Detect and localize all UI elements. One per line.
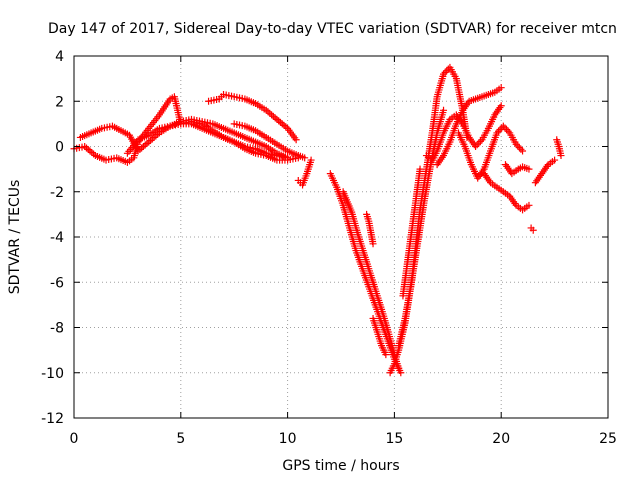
series-track-d (205, 90, 300, 144)
series-track-a (70, 93, 302, 166)
data-point (515, 144, 523, 152)
data-point (473, 141, 481, 149)
data-point (397, 369, 405, 377)
series-track-p (454, 122, 527, 182)
series-track-m (399, 165, 424, 300)
data-point (307, 156, 315, 164)
x-tick-label: 20 (492, 431, 510, 447)
data-point (496, 126, 504, 134)
y-tick-label: -6 (50, 275, 64, 291)
series-track-h (339, 188, 403, 372)
data-point (525, 201, 533, 209)
y-tick-label: -4 (50, 230, 64, 246)
data-point (504, 127, 512, 135)
tick-labels: 0 5 10 15 20 25 -12 -10 -8 -6 -4 -2 0 2 4 (41, 49, 617, 447)
data-point (551, 156, 559, 164)
x-axis-title: GPS time / hours (282, 458, 399, 474)
data-point (514, 142, 522, 150)
data-point (292, 136, 300, 144)
data-point (301, 154, 309, 162)
x-tick-label: 25 (599, 431, 617, 447)
data-point (499, 122, 507, 130)
series-track-o (433, 84, 505, 169)
chart-title: Day 147 of 2017, Sidereal Day-to-day VTE… (48, 21, 617, 37)
data-point (440, 106, 448, 114)
data-point (493, 129, 501, 137)
series-track-e (230, 120, 309, 162)
data-point (557, 152, 565, 160)
data-point (503, 126, 511, 134)
data-point (475, 139, 483, 147)
data-point (416, 165, 424, 173)
data-point (517, 145, 525, 153)
series-track-f (294, 156, 315, 189)
data-point (519, 147, 527, 155)
series-track-t (527, 224, 537, 234)
x-tick-label: 5 (176, 431, 185, 447)
y-tick-label: 0 (55, 140, 64, 156)
series-track-q (480, 170, 533, 214)
data-point (497, 84, 505, 92)
y-tick-label: -10 (41, 366, 64, 382)
data-point (443, 67, 451, 75)
x-tick-label: 10 (279, 431, 297, 447)
data-point (395, 364, 403, 372)
data-point (495, 127, 503, 135)
y-tick-label: -8 (50, 321, 64, 337)
axis-ticks (73, 55, 609, 419)
series-track-l (395, 106, 448, 350)
series-track-n (422, 102, 505, 164)
data-point (440, 70, 448, 78)
x-tick-label: 15 (385, 431, 403, 447)
y-tick-label: 4 (55, 49, 64, 65)
data-point (382, 351, 390, 359)
data-point (525, 165, 533, 173)
data-marks (70, 63, 565, 377)
data-point (512, 140, 520, 148)
series-track-i (363, 210, 377, 248)
data-point (501, 124, 509, 132)
data-point (529, 226, 537, 234)
data-point (472, 143, 480, 150)
data-point (476, 137, 484, 145)
y-axis-title: SDTVAR / TECUs (7, 180, 23, 295)
y-tick-label: -2 (50, 185, 64, 201)
series-track-c (123, 115, 292, 162)
series-track-s (531, 156, 559, 187)
y-tick-label: 2 (55, 94, 64, 110)
data-point (284, 154, 292, 162)
series-track-j (369, 314, 390, 359)
grid (74, 56, 608, 418)
data-point (441, 68, 449, 76)
data-point (497, 102, 505, 110)
data-point (369, 240, 377, 248)
series-track-u (553, 136, 565, 160)
x-tick-label: 0 (70, 431, 79, 447)
series-track-r (501, 161, 533, 178)
y-tick-label: -12 (41, 411, 64, 427)
